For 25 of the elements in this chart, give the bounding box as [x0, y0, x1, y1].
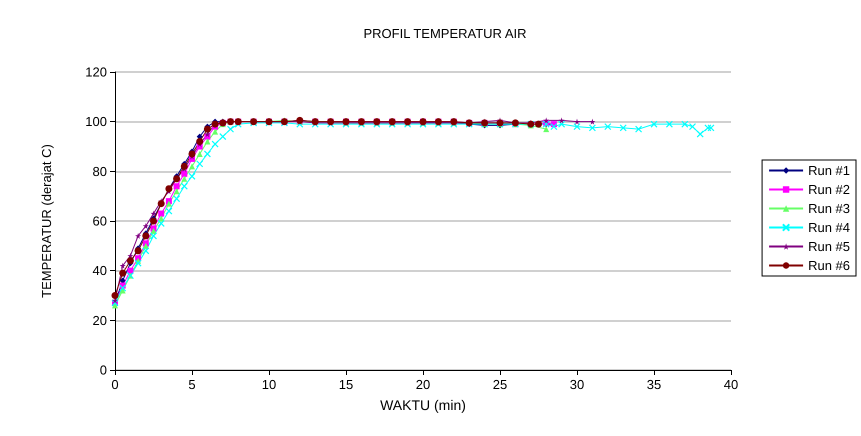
legend-label: Run #2 [808, 182, 850, 197]
legend-label: Run #3 [808, 201, 850, 216]
x-tick-label: 20 [416, 377, 430, 392]
x-axis-title: WAKTU (min) [380, 397, 466, 413]
y-tick-label: 40 [92, 263, 107, 278]
y-tick-label: 100 [85, 114, 107, 130]
x-tick-label: 0 [111, 377, 119, 392]
y-tick-label: 60 [92, 214, 107, 228]
y-tick-label: 80 [92, 164, 107, 179]
y-axis-title: TEMPERATUR (derajat C) [39, 144, 54, 298]
x-tick-label: 25 [492, 377, 508, 392]
x-tick-label: 30 [570, 377, 584, 392]
legend-label: Run #1 [808, 163, 850, 178]
x-tick-label: 5 [188, 377, 196, 392]
x-tick-label: 10 [262, 377, 276, 392]
legend-label: Run #5 [808, 239, 850, 254]
x-tick-label: 35 [646, 377, 662, 392]
chart-title: PROFIL TEMPERATUR AIR [363, 26, 527, 41]
legend-label: Run #6 [808, 258, 850, 273]
y-tick-label: 0 [100, 362, 107, 378]
y-tick-label: 20 [92, 312, 107, 328]
y-tick-label: 120 [85, 64, 107, 80]
legend-label: Run #4 [808, 220, 850, 235]
x-tick-label: 40 [724, 377, 738, 392]
x-tick-label: 15 [338, 377, 354, 392]
